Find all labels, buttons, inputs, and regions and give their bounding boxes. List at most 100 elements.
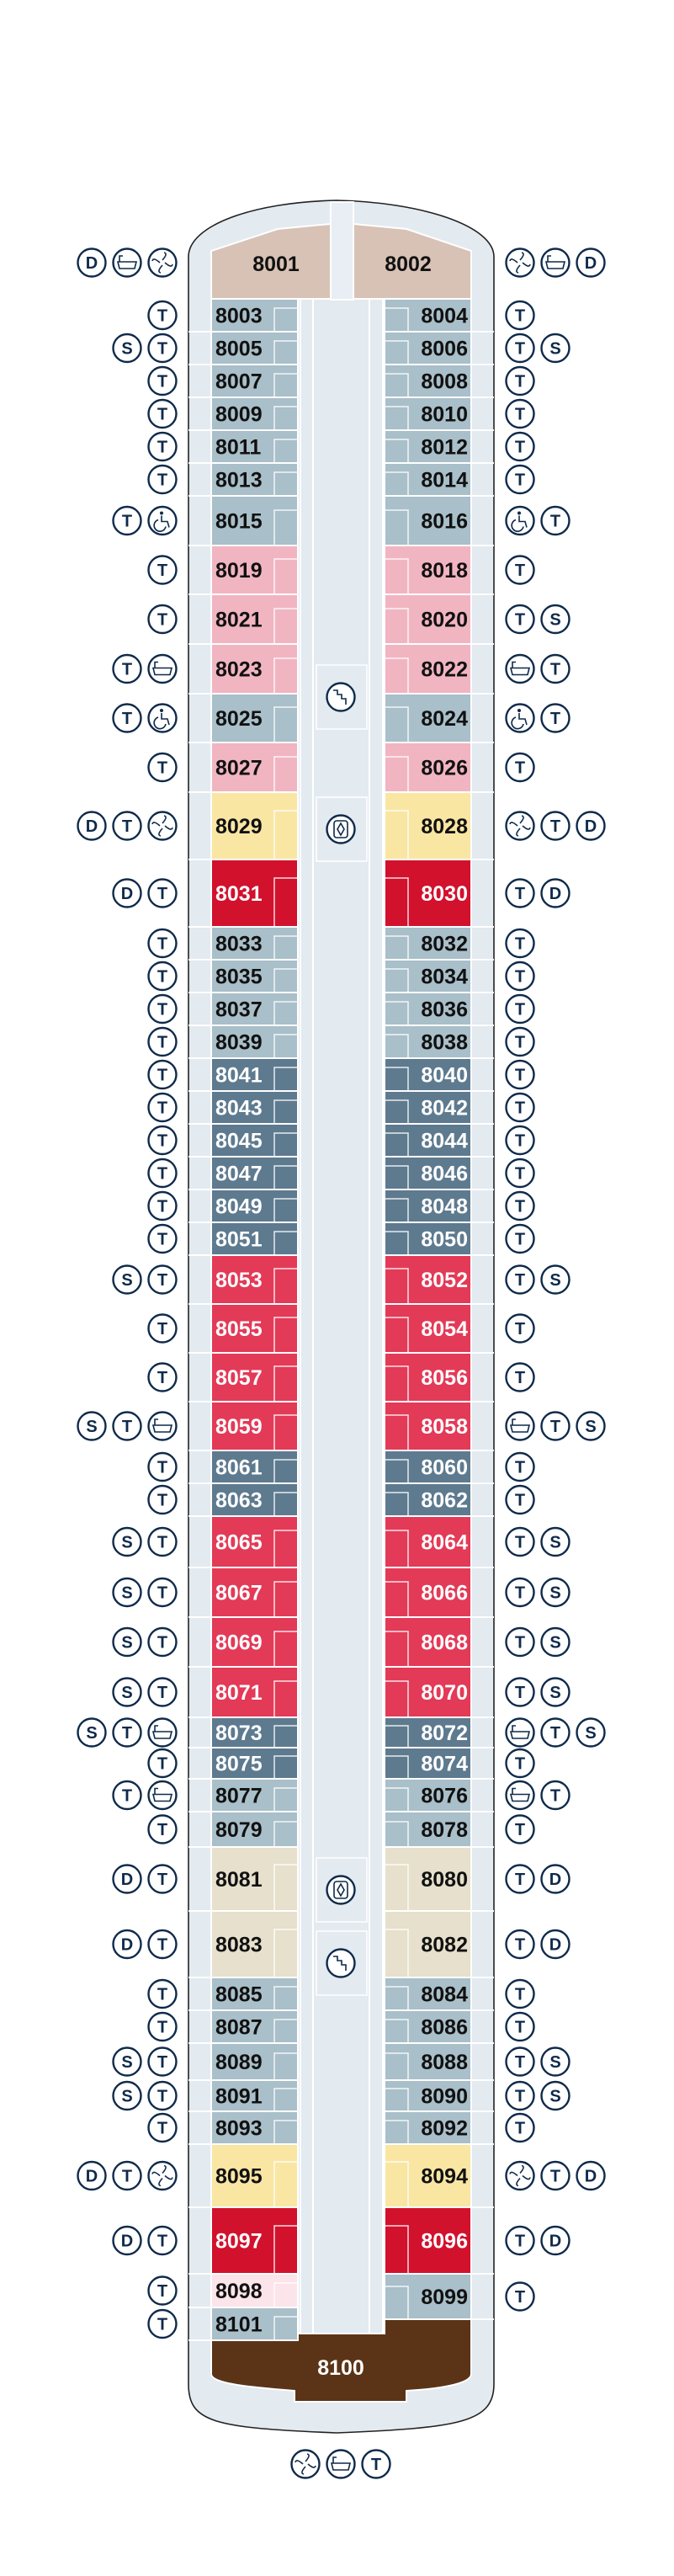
cabin-8057[interactable]: 8057 T [147, 1352, 299, 1402]
cabin-8043[interactable]: 8043 T [147, 1090, 299, 1125]
cabin-8027[interactable]: 8027 T [147, 742, 299, 793]
cabin-8052[interactable]: 8052 T S [384, 1254, 571, 1305]
cabin-8032[interactable]: 8032 T [384, 926, 535, 961]
cabin-8087[interactable]: 8087 T [147, 2009, 299, 2044]
cabin-8072[interactable]: 8072 T S [384, 1716, 606, 1748]
cabin-8067[interactable]: 8067 S T [112, 1567, 299, 1618]
cabin-8090[interactable]: 8090 T S [384, 2079, 571, 2112]
cabin-8073[interactable]: 8073 S T [77, 1716, 299, 1748]
cabin-8081[interactable]: 8081 D T [112, 1846, 299, 1912]
cabin-8036[interactable]: 8036 T [384, 992, 535, 1026]
cabin-8053[interactable]: 8053 S T [112, 1254, 299, 1305]
cabin-8089[interactable]: 8089 S T [112, 2042, 299, 2081]
cabin-8025[interactable]: 8025 T [112, 693, 299, 743]
cabin-8096[interactable]: 8096 T D [384, 2206, 571, 2275]
cabin-8079[interactable]: 8079 T [147, 1811, 299, 1848]
cabin-8078[interactable]: 8078 T [384, 1811, 535, 1848]
cabin-8007[interactable]: 8007 T [147, 364, 299, 398]
cabin-8077[interactable]: 8077 T [112, 1778, 299, 1812]
cabin-8064[interactable]: 8064 T S [384, 1515, 571, 1568]
cabin-8065[interactable]: 8065 S T [112, 1515, 299, 1568]
cabin-8066[interactable]: 8066 T S [384, 1567, 571, 1618]
cabin-8002[interactable]: 8002 [353, 222, 472, 300]
cabin-8091[interactable]: 8091 S T [112, 2079, 299, 2112]
cabin-8024[interactable]: 8024 T [384, 693, 571, 743]
cabin-8044[interactable]: 8044 T [384, 1123, 535, 1158]
cabin-8075[interactable]: 8075 T [147, 1747, 299, 1780]
cabin-8009[interactable]: 8009 T [147, 397, 299, 431]
cabin-8042[interactable]: 8042 T [384, 1090, 535, 1125]
cabin-8098[interactable]: 8098 T [147, 2273, 299, 2308]
cabin-8028[interactable]: 8028 T D [384, 791, 606, 860]
cabin-8015[interactable]: 8015 T [112, 495, 299, 546]
cabin-8068[interactable]: 8068 T S [384, 1616, 571, 1668]
cabin-8063[interactable]: 8063 T [147, 1482, 299, 1517]
cabin-8019[interactable]: 8019 T [147, 545, 299, 595]
cabin-8033[interactable]: 8033 T [147, 926, 299, 961]
cabin-8023[interactable]: 8023 T [112, 643, 299, 695]
cabin-8101[interactable]: 8101 T [147, 2307, 299, 2341]
cabin-8059[interactable]: 8059 S T [77, 1401, 299, 1451]
cabin-8094[interactable]: 8094 T D [384, 2143, 606, 2208]
cabin-8085[interactable]: 8085 T [147, 1977, 299, 2011]
cabin-8011[interactable]: 8011 T [147, 429, 299, 464]
cabin-8092[interactable]: 8092 T [384, 2110, 535, 2145]
cabin-8055[interactable]: 8055 T [147, 1303, 299, 1354]
cabin-8021[interactable]: 8021 T [147, 593, 299, 645]
cabin-8097[interactable]: 8097 D T [112, 2206, 299, 2275]
cabin-8012[interactable]: 8012 T [384, 429, 535, 464]
cabin-8003[interactable]: 8003 T [147, 298, 299, 333]
cabin-8095[interactable]: 8095 D T [77, 2143, 299, 2208]
cabin-8069[interactable]: 8069 S T [112, 1616, 299, 1668]
cabin-8037[interactable]: 8037 T [147, 992, 299, 1026]
cabin-8005[interactable]: 8005 S T [112, 331, 299, 365]
cabin-8049[interactable]: 8049 T [147, 1189, 299, 1223]
cabin-8031[interactable]: 8031 D T [112, 859, 299, 928]
cabin-8047[interactable]: 8047 T [147, 1156, 299, 1190]
cabin-8082[interactable]: 8082 T D [384, 1910, 571, 1978]
cabin-8041[interactable]: 8041 T [147, 1057, 299, 1092]
cabin-8060[interactable]: 8060 T [384, 1450, 535, 1484]
cabin-8001[interactable]: 8001 [210, 222, 332, 300]
cabin-8013[interactable]: 8013 T [147, 462, 299, 497]
cabin-8076[interactable]: 8076 T [384, 1778, 571, 1812]
cabin-8048[interactable]: 8048 T [384, 1189, 535, 1223]
wheelchair-head [160, 511, 163, 515]
cabin-8018[interactable]: 8018 T [384, 545, 535, 595]
cabin-8088[interactable]: 8088 T S [384, 2042, 571, 2081]
cabin-8014[interactable]: 8014 T [384, 462, 535, 497]
cabin-8039[interactable]: 8039 T [147, 1025, 299, 1059]
cabin-8016[interactable]: 8016 T [384, 495, 571, 546]
cabin-8084[interactable]: 8084 T [384, 1977, 535, 2011]
cabin-8099[interactable]: 8099 T [384, 2273, 535, 2320]
cabin-8034[interactable]: 8034 T [384, 959, 535, 993]
cabin-8040[interactable]: 8040 T [384, 1057, 535, 1092]
cabin-8093[interactable]: 8093 T [147, 2110, 299, 2145]
cabin-8056[interactable]: 8056 T [384, 1352, 535, 1402]
cabin-8006[interactable]: 8006 T S [384, 331, 571, 365]
cabin-8054[interactable]: 8054 T [384, 1303, 535, 1354]
cabin-8058[interactable]: 8058 T S [384, 1401, 606, 1451]
cabin-8008[interactable]: 8008 T [384, 364, 535, 398]
cabin-8086[interactable]: 8086 T [384, 2009, 535, 2044]
cabin-8100[interactable]: 8100 [210, 2318, 472, 2403]
icon-circle [147, 1313, 178, 1344]
cabin-8061[interactable]: 8061 T [147, 1450, 299, 1484]
cabin-8074[interactable]: 8074 T [384, 1747, 535, 1780]
cabin-8046[interactable]: 8046 T [384, 1156, 535, 1190]
cabin-8030[interactable]: 8030 T D [384, 859, 571, 928]
cabin-8038[interactable]: 8038 T [384, 1025, 535, 1059]
cabin-8004[interactable]: 8004 T [384, 298, 535, 333]
cabin-8045[interactable]: 8045 T [147, 1123, 299, 1158]
cabin-8083[interactable]: 8083 D T [112, 1910, 299, 1978]
cabin-8029[interactable]: 8029 D T [77, 791, 299, 860]
cabin-8062[interactable]: 8062 T [384, 1482, 535, 1517]
cabin-8071[interactable]: 8071 S T [112, 1666, 299, 1718]
cabin-8010[interactable]: 8010 T [384, 397, 535, 431]
cabin-8035[interactable]: 8035 T [147, 959, 299, 993]
cabin-8026[interactable]: 8026 T [384, 742, 535, 793]
cabin-8070[interactable]: 8070 T S [384, 1666, 571, 1718]
cabin-8051[interactable]: 8051 T [147, 1221, 299, 1256]
cabin-8022[interactable]: 8022 T [384, 643, 571, 695]
cabin-8050[interactable]: 8050 T [384, 1221, 535, 1256]
